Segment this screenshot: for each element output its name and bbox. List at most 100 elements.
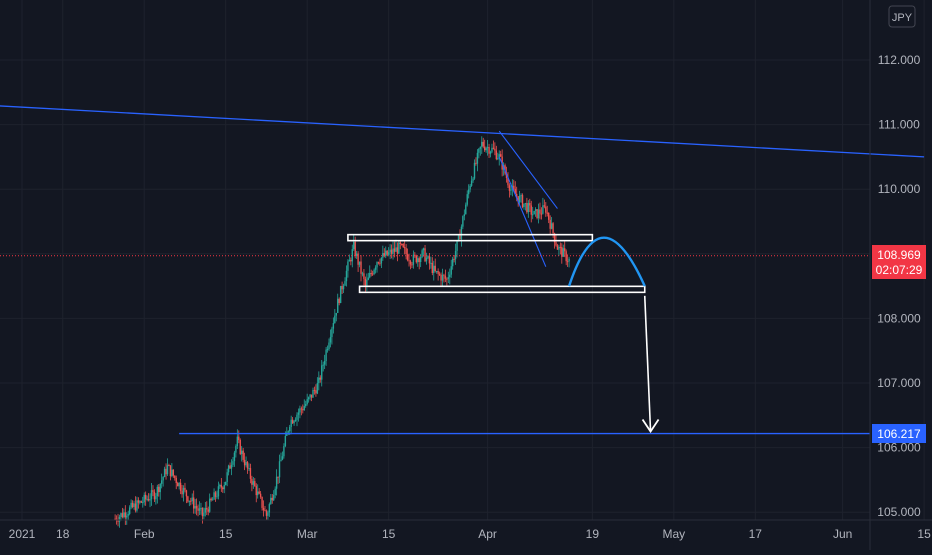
candle-body <box>555 242 557 246</box>
candle-body <box>470 180 473 186</box>
candle-body <box>399 242 401 245</box>
drawing-tools[interactable] <box>0 102 925 435</box>
candle-body <box>440 274 442 281</box>
candle-body <box>545 206 547 213</box>
time-axis-tick-label: Mar <box>297 527 318 541</box>
candle-body <box>380 257 383 264</box>
candle-body <box>376 262 378 268</box>
candle-body <box>290 419 292 427</box>
candle-body <box>203 512 205 517</box>
candle-body <box>184 487 186 491</box>
candle-body <box>172 469 175 476</box>
candle-body <box>312 390 314 398</box>
candle-body <box>478 148 480 153</box>
candle-body <box>211 499 214 501</box>
candle-body <box>415 255 418 263</box>
target-price-box <box>872 424 926 443</box>
candle-body <box>348 259 351 262</box>
candle-body <box>401 244 403 246</box>
candle-body <box>516 193 518 197</box>
candle-body <box>460 226 463 240</box>
candle-body <box>451 258 454 267</box>
candle-body <box>449 274 451 278</box>
candle-body <box>326 348 329 350</box>
candle-body <box>332 323 335 329</box>
candle-body <box>318 377 320 384</box>
candle-body <box>444 275 447 279</box>
candle-body <box>142 502 144 504</box>
candle-body <box>556 245 559 250</box>
candle-body <box>335 312 337 316</box>
support-zone <box>358 285 646 294</box>
time-axis[interactable]: 2021 18 Feb 15 Mar 15 Apr 19 May 17 Jun 15 <box>9 527 931 541</box>
candle-body <box>485 148 487 151</box>
candle-body <box>137 500 140 503</box>
candle-body <box>469 185 471 190</box>
candle-body <box>127 513 129 516</box>
candle-body <box>539 209 541 214</box>
candle-body <box>216 496 218 498</box>
currency-badge[interactable]: JPY <box>888 5 916 28</box>
candle-body <box>197 508 199 511</box>
candle-body <box>307 397 310 400</box>
candle-body <box>153 491 156 500</box>
candle-body <box>369 273 371 278</box>
candle-body <box>526 203 528 213</box>
candle-body <box>251 478 253 485</box>
candle-body <box>403 247 406 249</box>
candle-body <box>166 465 169 475</box>
candle-body <box>345 270 348 282</box>
candle-body <box>476 152 479 164</box>
candle-body <box>370 273 372 275</box>
candle-body <box>434 265 436 272</box>
candle-body <box>255 486 257 496</box>
candle-body <box>467 189 470 195</box>
candle-body <box>406 254 409 261</box>
current-price-label: 108.969 02:07:29 <box>872 245 926 279</box>
current-price-box <box>872 245 926 279</box>
candle-body <box>313 390 316 392</box>
time-axis-tick-label: 17 <box>749 527 763 541</box>
candle-body <box>206 508 208 510</box>
candle-body <box>287 431 289 433</box>
candle-body <box>353 241 355 250</box>
candle-body <box>527 203 530 213</box>
candle-body <box>201 507 204 517</box>
time-axis-tick-label: 15 <box>917 527 931 541</box>
candle-body <box>355 253 358 256</box>
candle-body <box>300 408 303 410</box>
candle-body <box>169 465 172 477</box>
candle-body <box>156 486 159 497</box>
candle-body <box>540 213 543 215</box>
candle-body <box>246 461 249 469</box>
projection-arc <box>567 236 646 287</box>
candle-body <box>297 412 300 415</box>
candle-body <box>139 501 141 503</box>
candle-body <box>233 452 236 462</box>
candle-body <box>124 512 127 518</box>
candle-body <box>339 285 342 304</box>
candle-body <box>338 298 340 304</box>
candle-body <box>121 513 124 518</box>
candle-body <box>382 253 384 258</box>
candle-body <box>466 194 468 205</box>
candle-body <box>517 196 519 203</box>
candle-body <box>273 494 275 501</box>
candle-body <box>227 465 230 473</box>
candle-body <box>513 185 515 189</box>
time-axis-tick-label: 15 <box>219 527 233 541</box>
candle-body <box>293 421 295 424</box>
candle-body <box>424 248 426 262</box>
candle-body <box>438 273 441 275</box>
candle-body <box>427 256 429 258</box>
candle-body <box>521 195 524 208</box>
candle-body <box>123 512 125 518</box>
candle-body <box>537 209 540 219</box>
candle-body <box>564 248 566 252</box>
candle-body <box>242 450 244 460</box>
candle-body <box>389 249 391 253</box>
candle-body <box>412 254 415 265</box>
